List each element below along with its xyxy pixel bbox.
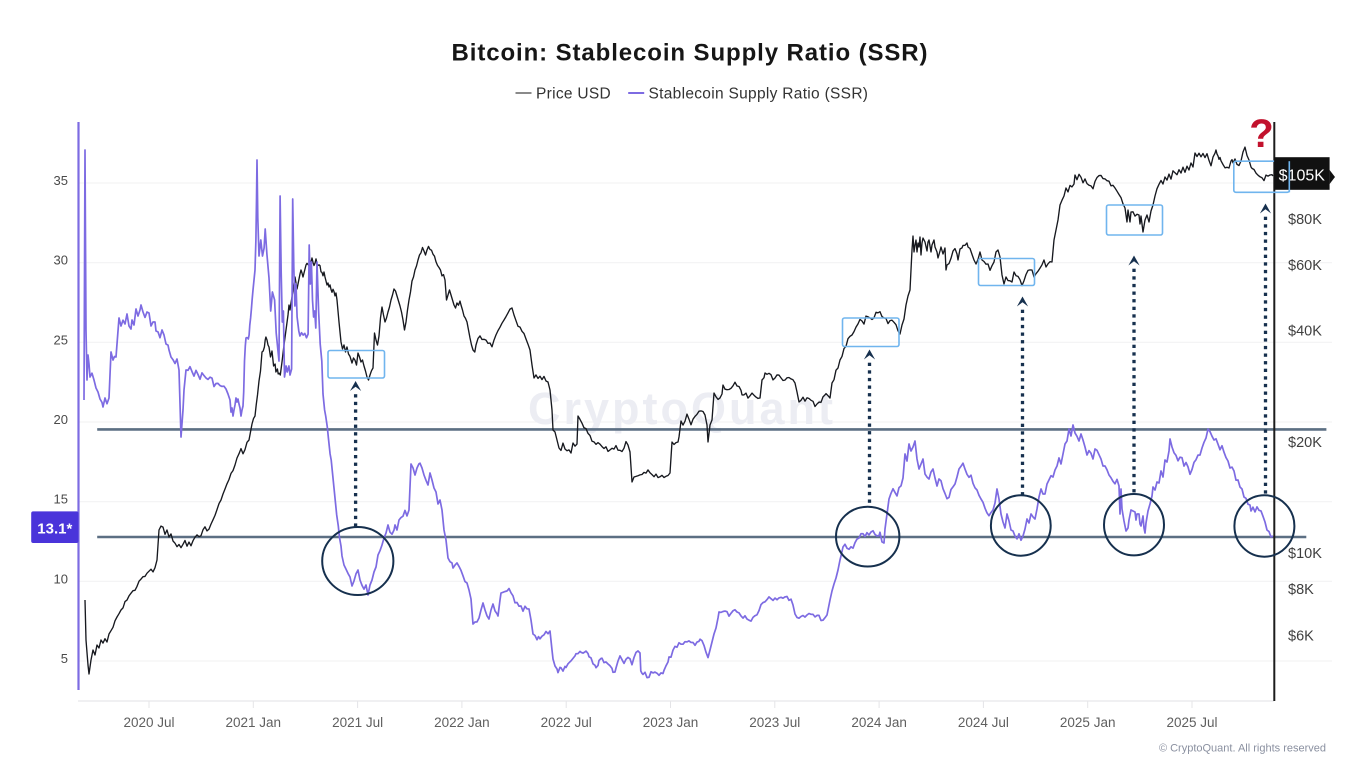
- svg-text:$80K: $80K: [1288, 212, 1322, 228]
- svg-text:2025 Jul: 2025 Jul: [1166, 715, 1217, 730]
- svg-text:2022 Jul: 2022 Jul: [541, 715, 592, 730]
- svg-text:$20K: $20K: [1288, 435, 1322, 451]
- svg-text:Bitcoin: Stablecoin Supply Rat: Bitcoin: Stablecoin Supply Ratio (SSR): [452, 40, 929, 67]
- svg-text:© CryptoQuant. All rights rese: © CryptoQuant. All rights reserved: [1159, 743, 1326, 755]
- svg-text:15: 15: [54, 492, 68, 507]
- svg-text:$8K: $8K: [1288, 582, 1314, 598]
- svg-text:$6K: $6K: [1288, 628, 1314, 644]
- svg-text:2022 Jan: 2022 Jan: [434, 715, 490, 730]
- svg-text:Price USD: Price USD: [536, 86, 611, 103]
- svg-text:10: 10: [54, 571, 68, 586]
- svg-text:2024 Jan: 2024 Jan: [851, 715, 907, 730]
- svg-text:$60K: $60K: [1288, 258, 1322, 274]
- svg-text:$10K: $10K: [1288, 546, 1322, 562]
- svg-text:2023 Jul: 2023 Jul: [749, 715, 800, 730]
- svg-text:5: 5: [61, 651, 68, 666]
- svg-text:35: 35: [54, 173, 68, 188]
- svg-text:2025 Jan: 2025 Jan: [1060, 715, 1116, 730]
- svg-text:2021 Jan: 2021 Jan: [226, 715, 282, 730]
- svg-text:2020 Jul: 2020 Jul: [123, 715, 174, 730]
- svg-text:2021 Jul: 2021 Jul: [332, 715, 383, 730]
- svg-text:13.1*: 13.1*: [37, 521, 72, 538]
- svg-text:?: ?: [1249, 112, 1273, 156]
- svg-text:$105K: $105K: [1279, 168, 1326, 185]
- svg-text:25: 25: [54, 332, 68, 347]
- svg-text:2024 Jul: 2024 Jul: [958, 715, 1009, 730]
- svg-text:Stablecoin Supply Ratio (SSR): Stablecoin Supply Ratio (SSR): [649, 86, 869, 103]
- svg-text:2023 Jan: 2023 Jan: [643, 715, 699, 730]
- svg-text:30: 30: [54, 253, 68, 268]
- svg-text:CryptoQuant: CryptoQuant: [528, 383, 836, 434]
- svg-text:$40K: $40K: [1288, 323, 1322, 339]
- svg-text:20: 20: [54, 412, 68, 427]
